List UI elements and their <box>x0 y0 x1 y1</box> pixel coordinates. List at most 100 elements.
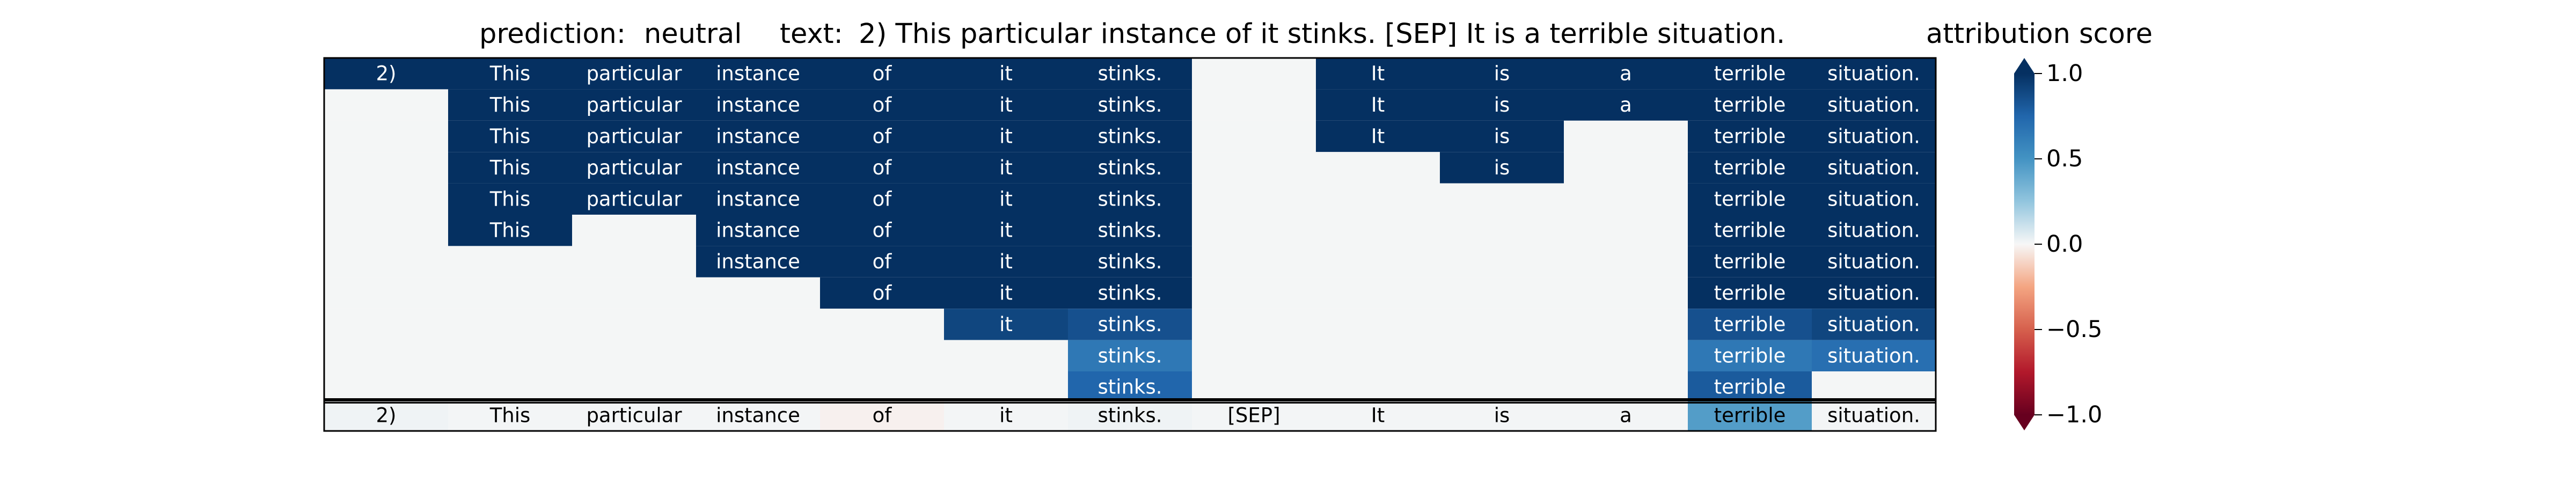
heatmap-cell-label: situation. <box>1827 313 1920 336</box>
heatmap-cell-label: stinks. <box>1098 344 1162 367</box>
title-prediction-label: prediction: <box>479 18 626 50</box>
heatmap-cell <box>820 371 944 402</box>
heatmap-cell-label: This <box>489 156 531 179</box>
heatmap-grid: 2) This particular instance of it stinks. It is a… <box>324 58 1936 402</box>
heatmap-cell <box>696 340 820 371</box>
heatmap-cell-label: terrible <box>1714 93 1786 116</box>
heatmap-cell <box>1316 371 1440 402</box>
attribution-token-label: terrible <box>1714 404 1786 427</box>
attribution-token-label: a <box>1620 404 1632 427</box>
heatmap-cell <box>324 121 448 152</box>
heatmap-cell-label: It <box>1371 93 1385 116</box>
heatmap-cell <box>324 89 448 120</box>
colorbar-tick-label: 1.0 <box>2046 60 2083 87</box>
heatmap-cell <box>1192 309 1316 340</box>
heatmap-cell-label: situation. <box>1827 187 1920 210</box>
heatmap-cell-label: instance <box>716 62 800 85</box>
heatmap-cell-label: particular <box>586 187 682 210</box>
attribution-token-label: it <box>999 404 1013 427</box>
heatmap-cell-label: particular <box>586 125 682 148</box>
heatmap-cell <box>1564 152 1688 183</box>
heatmap-cell-label: stinks. <box>1098 156 1162 179</box>
attribution-token-label: It <box>1371 404 1385 427</box>
colorbar-tick-label: 0.0 <box>2046 231 2083 258</box>
heatmap-cell <box>448 371 572 402</box>
heatmap-cell-label: It <box>1371 125 1385 148</box>
heatmap-cell-label: terrible <box>1714 282 1786 305</box>
heatmap-cell <box>572 309 696 340</box>
heatmap-cell-label: It <box>1371 62 1385 85</box>
heatmap-cell-label: stinks. <box>1098 93 1162 116</box>
heatmap-cell-label: is <box>1494 125 1510 148</box>
attribution-row: 2) This particular instance of it stinks. [SEP]… <box>324 400 1936 431</box>
heatmap-cell-label: it <box>999 313 1013 336</box>
heatmap-cell-label: This <box>489 219 531 242</box>
heatmap-cell <box>1192 277 1316 309</box>
attribution-token-label: stinks. <box>1098 404 1162 427</box>
attribution-token-label: of <box>873 404 892 427</box>
heatmap-cell <box>1192 152 1316 183</box>
title-prediction-value: neutral <box>644 18 742 50</box>
colorbar-ticks: 1.0 0.5 0.0 −0.5 −1.0 <box>2035 60 2102 428</box>
heatmap-cell <box>324 309 448 340</box>
attribution-token-label: instance <box>716 404 800 427</box>
title-text-value: 2) This particular instance of it stinks… <box>859 18 1785 50</box>
heatmap-cell <box>572 371 696 402</box>
heatmap-cell <box>1564 340 1688 371</box>
heatmap-cell <box>1564 371 1688 402</box>
heatmap-cell-label: particular <box>586 62 682 85</box>
colorbar-label: attribution score <box>1926 18 2153 50</box>
heatmap-cell-label: terrible <box>1714 219 1786 242</box>
heatmap-cell-label: terrible <box>1714 187 1786 210</box>
heatmap-cell <box>324 184 448 215</box>
heatmap-cell-label: it <box>999 156 1013 179</box>
heatmap-cell <box>1564 246 1688 277</box>
colorbar: attribution score 1.0 0.5 0.0 −0.5 −1.0 <box>1926 18 2153 430</box>
heatmap-cell-label: This <box>489 187 531 210</box>
heatmap-cell <box>944 340 1068 371</box>
heatmap-cell-label: stinks. <box>1098 376 1162 399</box>
heatmap-cell <box>1192 184 1316 215</box>
heatmap-cell-label: stinks. <box>1098 313 1162 336</box>
heatmap-cell <box>696 277 820 309</box>
heatmap-cell-label: situation. <box>1827 282 1920 305</box>
heatmap-cell <box>572 340 696 371</box>
heatmap-cell-label: instance <box>716 125 800 148</box>
heatmap-cell-label: 2) <box>376 62 397 85</box>
heatmap-cell <box>1440 277 1564 309</box>
heatmap-cell <box>1440 246 1564 277</box>
heatmap-cell <box>324 371 448 402</box>
heatmap-cell-label: terrible <box>1714 250 1786 273</box>
heatmap-cell <box>1564 215 1688 246</box>
attribution-token-label: This <box>489 404 531 427</box>
heatmap-cell-label: is <box>1494 93 1510 116</box>
heatmap-cell-label: of <box>873 219 892 242</box>
heatmap-cell-label: terrible <box>1714 156 1786 179</box>
heatmap-cell-label: stinks. <box>1098 282 1162 305</box>
heatmap-cell-label: stinks. <box>1098 187 1162 210</box>
heatmap-cell <box>1564 277 1688 309</box>
heatmap-cell-label: of <box>873 156 892 179</box>
heatmap-cell <box>820 340 944 371</box>
heatmap-cell-label: of <box>873 282 892 305</box>
colorbar-tick-label: −0.5 <box>2046 316 2102 343</box>
heatmap-cell <box>1316 184 1440 215</box>
heatmap-cell-label: it <box>999 282 1013 305</box>
heatmap-cell <box>448 340 572 371</box>
heatmap-cell-label: terrible <box>1714 313 1786 336</box>
colorbar-tick-label: −1.0 <box>2046 401 2102 428</box>
heatmap-cell <box>944 371 1068 402</box>
heatmap-cell-label: terrible <box>1714 344 1786 367</box>
heatmap-cell-label: of <box>873 250 892 273</box>
heatmap-cell <box>1440 371 1564 402</box>
heatmap-cell <box>1316 246 1440 277</box>
heatmap-cell <box>1316 215 1440 246</box>
attribution-token-label: 2) <box>376 404 397 427</box>
heatmap-cell <box>1564 184 1688 215</box>
heatmap-cell-label: instance <box>716 93 800 116</box>
attribution-token-label: is <box>1494 404 1510 427</box>
heatmap-cell-label: of <box>873 125 892 148</box>
heatmap-cell <box>448 277 572 309</box>
heatmap-cell <box>324 152 448 183</box>
heatmap-cell-label: instance <box>716 156 800 179</box>
